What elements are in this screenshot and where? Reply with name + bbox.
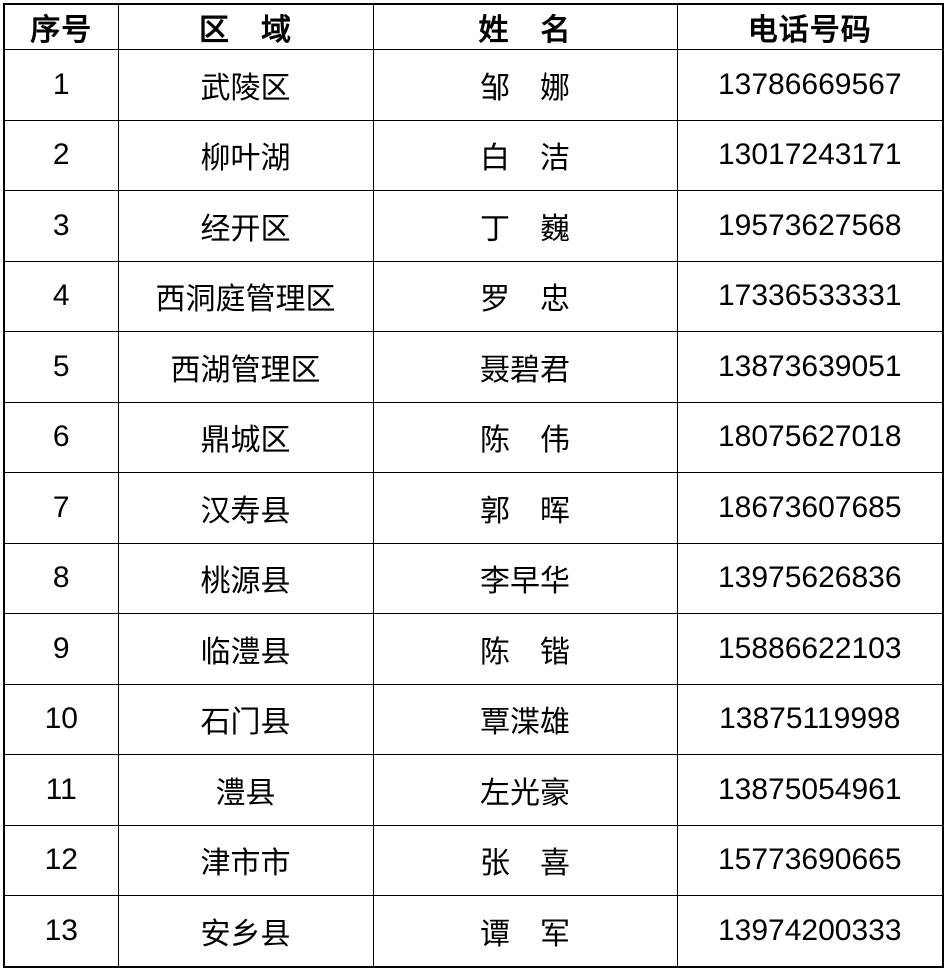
phone-cell: 15886622103: [676, 613, 944, 685]
table-row: 8 桃源县 李早华 13975626836: [3, 542, 944, 615]
serial-cell: 8: [3, 542, 119, 615]
table-body: 1 武陵区邹 娜 13786669567 2 柳叶湖白 洁 13017243171 3 经开区…: [3, 49, 944, 968]
name-cell: 覃渫雄: [372, 683, 678, 756]
name-cell: 白 洁: [372, 119, 678, 192]
region-cell: 武陵区: [117, 49, 374, 121]
phone-cell: 13974200333: [676, 895, 944, 968]
name-cell: 左光豪: [372, 754, 678, 826]
phone-cell: 13873639051: [676, 331, 944, 403]
column-header-region: 区 域: [117, 3, 374, 50]
table-row: 9 临澧县陈 锴 15886622103: [3, 613, 944, 685]
region-cell: 西洞庭管理区: [117, 260, 374, 333]
table-row: 11 澧县 左光豪 13875054961: [3, 754, 944, 826]
table-row: 5 西湖管理区 聂碧君 13873639051: [3, 331, 944, 403]
serial-cell: 6: [3, 401, 119, 474]
serial-cell: 12: [3, 824, 119, 897]
name-cell: 张 喜: [372, 824, 678, 897]
serial-cell: 1: [3, 49, 119, 121]
region-cell: 石门县: [117, 683, 374, 756]
table-row: 2 柳叶湖白 洁 13017243171: [3, 119, 944, 192]
region-cell: 澧县: [117, 754, 374, 826]
region-cell: 鼎城区: [117, 401, 374, 474]
table-row: 7 汉寿县郭 晖 18673607685: [3, 472, 944, 544]
phone-cell: 13875054961: [676, 754, 944, 826]
serial-cell: 5: [3, 331, 119, 403]
phone-cell: 19573627568: [676, 190, 944, 262]
phone-cell: 15773690665: [676, 824, 944, 897]
table-row: 10 石门县 覃渫雄 13875119998: [3, 683, 944, 756]
region-cell: 西湖管理区: [117, 331, 374, 403]
serial-cell: 4: [3, 260, 119, 333]
name-cell: 丁 巍: [372, 190, 678, 262]
phone-cell: 13875119998: [676, 683, 944, 756]
name-cell: 郭 晖: [372, 472, 678, 544]
name-cell: 邹 娜: [372, 49, 678, 121]
serial-cell: 2: [3, 119, 119, 192]
region-cell: 汉寿县: [117, 472, 374, 544]
table-row: 4 西洞庭管理区罗 忠 17336533331: [3, 260, 944, 333]
name-cell: 李早华: [372, 542, 678, 615]
region-cell: 安乡县: [117, 895, 374, 968]
phone-cell: 13017243171: [676, 119, 944, 192]
serial-cell: 13: [3, 895, 119, 968]
phone-cell: 18075627018: [676, 401, 944, 474]
column-header-phone: 电话号码: [676, 3, 944, 50]
table-row: 1 武陵区邹 娜 13786669567: [3, 49, 944, 121]
region-cell: 柳叶湖: [117, 119, 374, 192]
table-row: 13 安乡县谭 军 13974200333: [3, 895, 944, 968]
name-cell: 陈 伟: [372, 401, 678, 474]
header-row: 序号 区 域 姓 名 电话号码: [3, 3, 944, 50]
phone-cell: 18673607685: [676, 472, 944, 544]
serial-cell: 9: [3, 613, 119, 685]
column-header-name: 姓 名: [372, 3, 678, 50]
name-cell: 陈 锴: [372, 613, 678, 685]
name-cell: 罗 忠: [372, 260, 678, 333]
serial-cell: 7: [3, 472, 119, 544]
region-cell: 桃源县: [117, 542, 374, 615]
phone-cell: 13786669567: [676, 49, 944, 121]
column-header-serial: 序号: [3, 3, 119, 50]
region-cell: 临澧县: [117, 613, 374, 685]
name-cell: 聂碧君: [372, 331, 678, 403]
region-cell: 津市市: [117, 824, 374, 897]
phone-cell: 13975626836: [676, 542, 944, 615]
name-cell: 谭 军: [372, 895, 678, 968]
table-row: 12 津市市张 喜 15773690665: [3, 824, 944, 897]
serial-cell: 10: [3, 683, 119, 756]
contact-table: 序号 区 域 姓 名 电话号码 1 武陵区邹 娜 13786669567 2 柳叶湖白 …: [3, 3, 944, 968]
serial-cell: 11: [3, 754, 119, 826]
table-row: 6 鼎城区陈 伟 18075627018: [3, 401, 944, 474]
serial-cell: 3: [3, 190, 119, 262]
phone-cell: 17336533331: [676, 260, 944, 333]
table-row: 3 经开区丁 巍 19573627568: [3, 190, 944, 262]
region-cell: 经开区: [117, 190, 374, 262]
